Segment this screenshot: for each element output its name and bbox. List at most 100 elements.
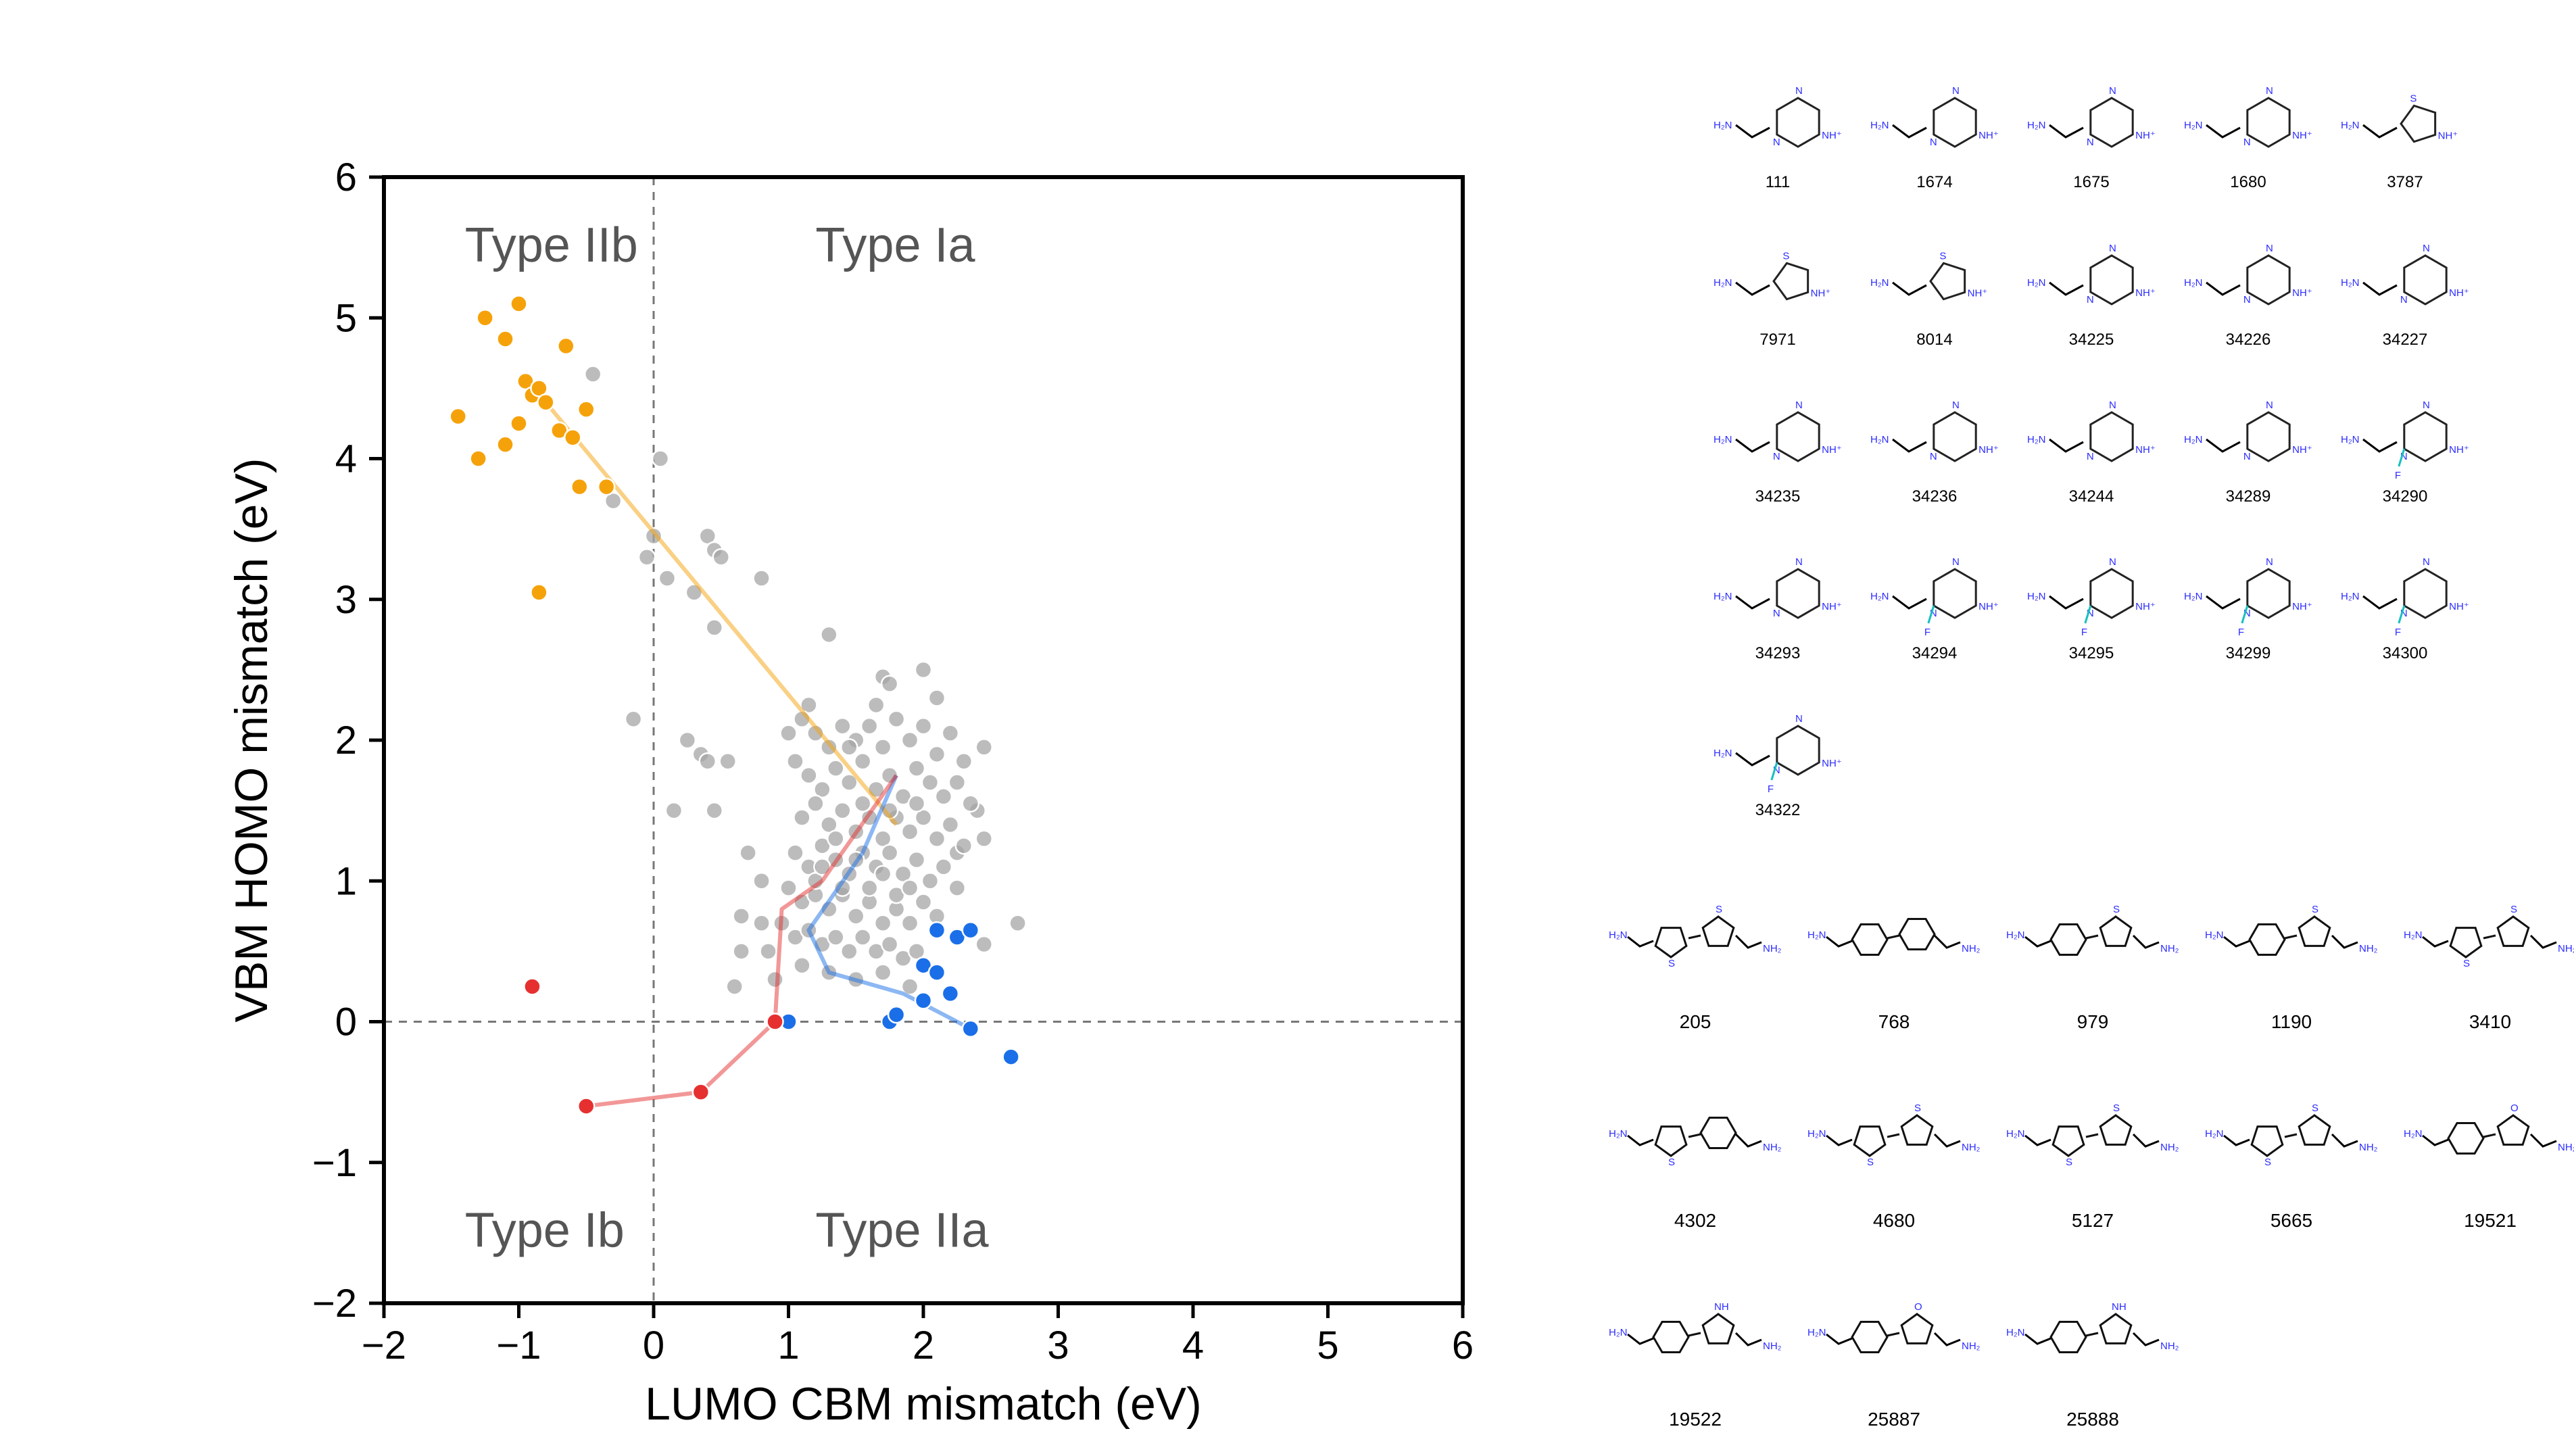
data-point-gray xyxy=(604,491,623,510)
amine-label: H₂N xyxy=(1714,591,1732,602)
data-point-gray xyxy=(900,731,919,750)
amine-label: H₂N xyxy=(2184,120,2203,131)
end-amine-label: NH₂ xyxy=(1962,1142,1981,1153)
chain-bond xyxy=(1892,281,1927,296)
chain-bond xyxy=(1735,124,1770,139)
chain-bond xyxy=(1826,1134,1853,1146)
ring xyxy=(2051,1125,2085,1157)
molecule-id-label: 4680 xyxy=(1873,1210,1915,1231)
data-point-gray xyxy=(853,794,872,812)
chain-bond xyxy=(1734,1332,1762,1346)
end-amine-label: NH₂ xyxy=(1962,943,1981,954)
biaryl-bond xyxy=(2284,934,2298,940)
nitrogen-label: N xyxy=(2109,85,2116,97)
data-point-gray xyxy=(752,569,771,587)
sulfur-label: S xyxy=(2066,1157,2072,1168)
nitrogen-label: N xyxy=(2109,399,2116,411)
nitrogen-label: N xyxy=(2423,243,2430,254)
data-point-orange xyxy=(570,477,589,496)
data-point-blue xyxy=(887,1005,906,1024)
y-tick-label: −1 xyxy=(312,1141,357,1185)
biaryl-bond xyxy=(1887,934,1900,940)
amine-label: H₂N xyxy=(2205,1128,2224,1140)
ring xyxy=(2099,915,2133,947)
ring xyxy=(2449,927,2483,958)
nitrogen-label: NH⁺ xyxy=(2292,601,2312,612)
data-point-gray xyxy=(779,724,798,742)
data-point-gray xyxy=(719,752,737,771)
data-point-orange xyxy=(476,309,494,327)
nitrogen-label: N xyxy=(1930,608,1937,619)
data-point-gray xyxy=(800,696,818,714)
data-point-gray xyxy=(887,710,906,729)
amine-label: H₂N xyxy=(1609,1327,1628,1338)
amine-label: H₂N xyxy=(2184,434,2203,445)
data-point-gray xyxy=(698,752,717,771)
data-point-gray xyxy=(779,879,798,897)
molecule-5665: H₂N S S NH₂ 5665 xyxy=(2205,1102,2378,1231)
biaryl-bond xyxy=(1887,1133,1900,1138)
end-amine-label: NH₂ xyxy=(2558,943,2574,954)
x-tick-label: 3 xyxy=(1047,1324,1069,1367)
biaryl-bond xyxy=(1688,1133,1701,1138)
data-point-gray xyxy=(853,752,872,771)
sulfur-label: S xyxy=(2510,904,2517,915)
molecule-4680: H₂N S S NH₂ 4680 xyxy=(1807,1102,1981,1231)
amine-label: H₂N xyxy=(2006,1327,2025,1338)
data-point-gray xyxy=(732,907,750,925)
data-point-red xyxy=(523,977,541,996)
data-point-gray xyxy=(941,815,960,834)
nitrogen-label: N xyxy=(2266,243,2273,254)
amine-label: H₂N xyxy=(2184,591,2203,602)
end-amine-label: NH₂ xyxy=(1763,1142,1782,1153)
data-point-gray xyxy=(759,942,777,961)
ring xyxy=(1853,1125,1887,1157)
nitrogen-label: N xyxy=(1773,608,1780,619)
molecule-id-label: 34290 xyxy=(2383,487,2428,506)
ring xyxy=(2246,254,2291,306)
nitrogen-label: N xyxy=(2423,556,2430,568)
data-point-gray xyxy=(860,879,879,897)
nitrogen-label: N xyxy=(2109,556,2116,568)
data-point-gray xyxy=(961,794,980,812)
data-point-gray xyxy=(820,625,838,644)
region-label: Type Ia xyxy=(815,218,975,272)
fluorine-label: F xyxy=(1924,627,1931,638)
molecule-3410: H₂N S S NH₂ 3410 xyxy=(2404,904,2574,1032)
data-point-gray xyxy=(927,745,946,764)
sulfur-label: S xyxy=(2264,1157,2271,1168)
molecule-5127: H₂N S S NH₂ 5127 xyxy=(2006,1102,2179,1231)
trend-line-red xyxy=(585,774,898,1109)
ring xyxy=(2246,568,2291,619)
data-point-blue xyxy=(927,921,946,940)
amine-label: H₂N xyxy=(1609,929,1628,941)
data-point-gray xyxy=(873,963,892,981)
amine-label: H₂N xyxy=(2006,1128,2025,1140)
chain-bond xyxy=(1735,595,1770,610)
molecule-8014: H₂N S NH⁺ 8014 xyxy=(1870,250,1987,349)
sulfur-label: S xyxy=(2113,904,2120,915)
trend-line-orange xyxy=(544,401,898,826)
fluoro-bond xyxy=(2398,448,2406,467)
data-point-gray xyxy=(725,977,744,996)
data-point-gray xyxy=(921,872,940,890)
molecule-111: H₂N N NH⁺ N 111 xyxy=(1714,85,1842,191)
molecule-1675: H₂N N NH⁺ N 1675 xyxy=(2027,85,2156,191)
nitrogen-label: NH⁺ xyxy=(2292,130,2312,141)
data-point-gray xyxy=(914,808,933,827)
ring xyxy=(1699,1116,1737,1150)
data-point-gray xyxy=(900,823,919,841)
molecule-768: H₂N NH₂ 768 xyxy=(1807,917,1981,1032)
x-tick-label: 1 xyxy=(777,1324,799,1367)
y-tick-label: 0 xyxy=(335,1000,357,1044)
chain-bond xyxy=(1826,1333,1853,1345)
chain-bond xyxy=(1735,438,1770,453)
chain-bond xyxy=(2362,595,2398,610)
nitrogen-label: NH⁺ xyxy=(2135,601,2156,612)
ring xyxy=(2447,1121,2485,1155)
data-point-gray xyxy=(880,844,899,862)
chain-bond xyxy=(2206,124,2241,139)
data-point-gray xyxy=(907,759,926,777)
